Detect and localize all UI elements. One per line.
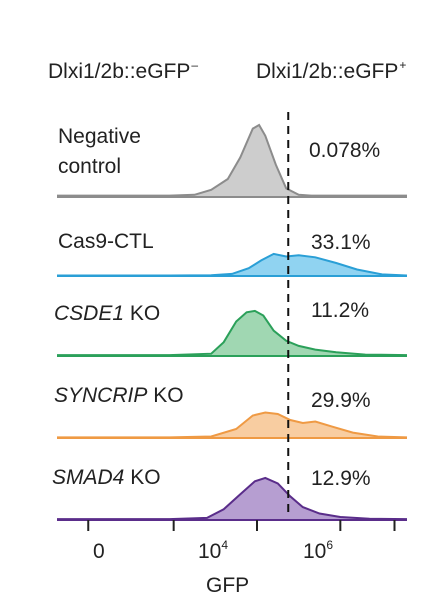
negative-population-header: Dlxi1/2b::eGFP– bbox=[48, 58, 198, 84]
histogram-outline bbox=[57, 123, 407, 197]
tick-exponent: 6 bbox=[326, 538, 334, 552]
histogram-cas9-ctl bbox=[57, 252, 408, 277]
panel-label-line1: Negative bbox=[58, 125, 141, 148]
negative-header-text: Dlxi1/2b::eGFP bbox=[48, 60, 191, 83]
percent-csde1-ko: 11.2% bbox=[311, 299, 369, 322]
histogram-fill bbox=[57, 477, 407, 520]
histogram-csde1-ko bbox=[57, 309, 408, 357]
label-suffix: KO bbox=[124, 302, 161, 325]
panel-label-negative-control: Negative control bbox=[58, 122, 141, 182]
x-tick-label-0: 0 bbox=[93, 538, 105, 564]
positive-sign: + bbox=[399, 58, 407, 72]
positive-population-header: Dlxi1/2b::eGFP+ bbox=[256, 58, 406, 84]
negative-sign: – bbox=[191, 58, 199, 72]
positive-header-text: Dlxi1/2b::eGFP bbox=[256, 60, 399, 83]
tick-base: 0 bbox=[93, 540, 105, 563]
percent-smad4-ko: 12.9% bbox=[311, 467, 371, 490]
panel-label-cas9-ctl: Cas9-CTL bbox=[58, 230, 154, 253]
tick-exponent: 4 bbox=[221, 538, 229, 552]
gene-name: SMAD4 bbox=[52, 466, 125, 489]
percent-negative-control: 0.078% bbox=[309, 139, 381, 162]
label-suffix: KO bbox=[124, 466, 161, 489]
panel-label-syncrip-ko: SYNCRIP KO bbox=[54, 381, 184, 411]
histogram-fill bbox=[57, 253, 407, 276]
x-tick-label-10e6: 106 bbox=[303, 538, 333, 564]
x-tick-label-10e4: 104 bbox=[198, 538, 228, 564]
histogram-fill bbox=[57, 310, 407, 356]
gene-name: CSDE1 bbox=[54, 302, 125, 325]
histogram-smad4-ko bbox=[57, 476, 408, 521]
panel-label-smad4-ko: SMAD4 KO bbox=[52, 463, 161, 493]
tick-base: 10 bbox=[198, 540, 222, 563]
percent-cas9-ctl: 33.1% bbox=[311, 231, 371, 254]
tick-base: 10 bbox=[303, 540, 327, 563]
panel-label-line2: control bbox=[58, 155, 122, 178]
panel-label-csde1-ko: CSDE1 KO bbox=[54, 299, 160, 329]
label-suffix: KO bbox=[147, 384, 184, 407]
percent-syncrip-ko: 29.9% bbox=[311, 389, 371, 412]
gene-name: SYNCRIP bbox=[54, 384, 148, 407]
x-axis bbox=[87, 520, 396, 531]
x-axis-label: GFP bbox=[206, 574, 250, 597]
histogram-negative-control bbox=[57, 123, 407, 198]
histogram-fill bbox=[57, 412, 407, 438]
histogram-fill bbox=[57, 125, 407, 197]
histogram-syncrip-ko bbox=[57, 411, 408, 439]
